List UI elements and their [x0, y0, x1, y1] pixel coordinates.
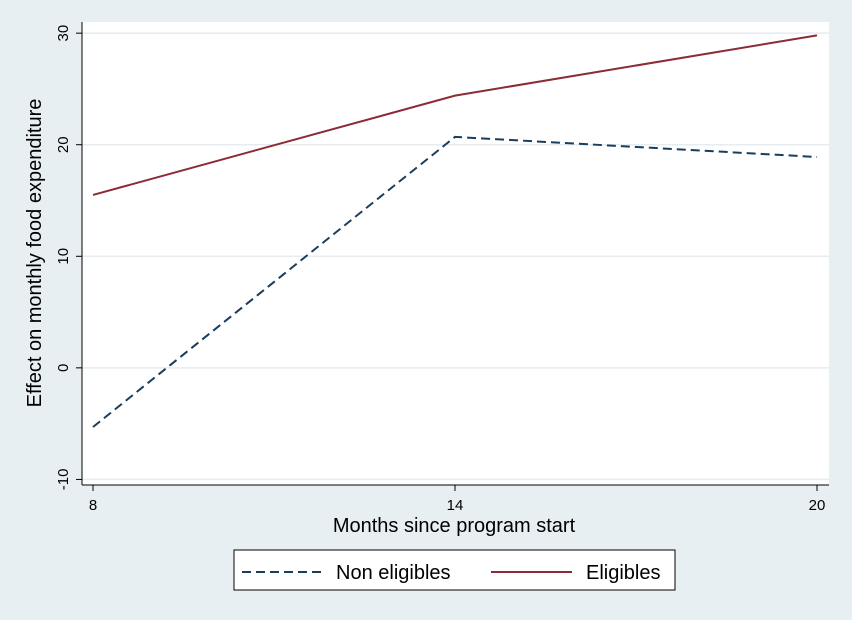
grid-lines [82, 32, 829, 481]
y-axis-title: Effect on monthly food expenditure [24, 99, 46, 408]
x-axis-title: Months since program start [333, 515, 576, 537]
y-tick-label: 0 [55, 364, 72, 372]
legend-label-0: Non eligibles [336, 562, 451, 584]
series-lines [92, 34, 818, 428]
x-tick-label: 8 [89, 497, 97, 514]
legend-label-1: Eligibles [586, 562, 660, 584]
series-line-0 [92, 135, 818, 428]
x-ticks: 8 14 20 [89, 485, 826, 514]
plot-area [82, 22, 829, 485]
series-line-1 [92, 34, 818, 196]
legend-box [233, 549, 676, 591]
y-tick-label: 20 [55, 136, 72, 153]
y-tick-label: 30 [55, 25, 72, 42]
y-tick-label: -10 [55, 469, 72, 491]
legend: Non eligibles Eligibles [242, 562, 660, 584]
y-tick-label: 10 [55, 248, 72, 265]
y-ticks: -10 0 10 20 30 [55, 25, 82, 490]
x-tick-label: 20 [809, 497, 826, 514]
x-tick-label: 14 [447, 497, 464, 514]
